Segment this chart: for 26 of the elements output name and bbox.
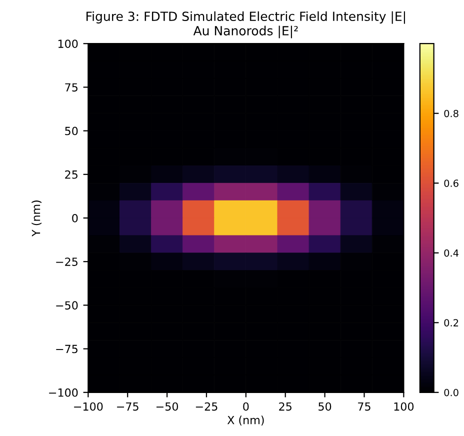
color-bar-label: 0.0 xyxy=(444,388,458,396)
y-tick-label: −25 xyxy=(56,258,78,266)
color-bar-label: 0.8 xyxy=(444,110,458,118)
x-tick-label: 100 xyxy=(394,402,414,411)
x-tick-label: −100 xyxy=(74,402,103,411)
y-tick-label: 25 xyxy=(65,170,78,179)
y-tick-label: 0 xyxy=(72,214,78,222)
color-bar-label: 0.4 xyxy=(444,249,458,257)
x-tick-label: 50 xyxy=(318,402,332,411)
y-tick-label: 100 xyxy=(58,40,78,48)
y-tick-label: 75 xyxy=(65,83,78,92)
x-tick-label: −50 xyxy=(156,402,178,411)
chart-title: Figure 3: FDTD Simulated Electric Field Intensity |E| Au Nanorods |E|² xyxy=(86,11,405,38)
y-tick-label: −50 xyxy=(56,301,78,310)
x-tick-label: 0 xyxy=(243,402,249,411)
x-tick-label: −25 xyxy=(196,402,218,411)
x-tick-label: 75 xyxy=(358,402,370,411)
y-tick-label: 50 xyxy=(65,126,78,136)
x-axis-title: X (nm) xyxy=(227,416,264,426)
y-tick-label: −75 xyxy=(56,344,78,354)
x-tick-label: −75 xyxy=(117,402,138,411)
color-bar-label: 0.2 xyxy=(444,319,458,326)
x-tick-label: 25 xyxy=(279,402,292,411)
y-axis-title: Y (nm) xyxy=(32,200,42,236)
color-bar-label: 0.6 xyxy=(444,180,458,187)
y-tick-label: −100 xyxy=(49,388,78,397)
